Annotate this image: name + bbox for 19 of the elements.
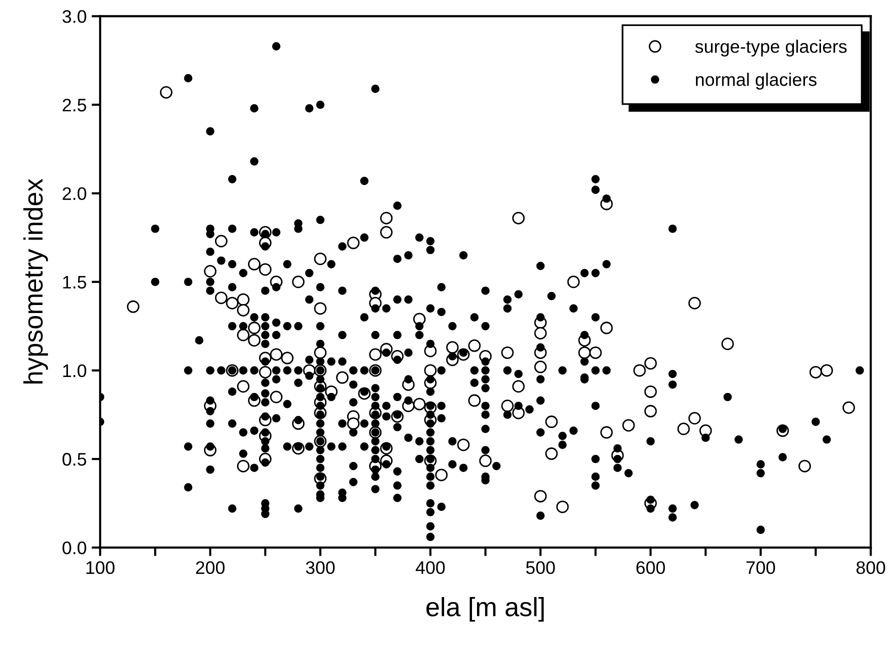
x-tick-label: 300 [306, 561, 335, 574]
y-tick-label: 0.5 [62, 452, 86, 466]
legend-label: normal glaciers [696, 72, 817, 90]
legend-label: surge-type glaciers [695, 40, 847, 57]
x-tick-label: 700 [746, 561, 776, 574]
y-tick-label: 1.5 [63, 276, 86, 289]
y-tick-label: 0.0 [62, 541, 86, 554]
x-tick-label: 400 [416, 561, 445, 574]
x-tick-label: 100 [86, 561, 114, 574]
x-axis-title: ela [m asl] [426, 597, 544, 622]
y-axis-title: hypsometry index [23, 178, 48, 384]
y-tick-label: 3.0 [62, 10, 86, 23]
y-tick-label: 1.0 [63, 364, 86, 378]
x-tick-label: 500 [526, 561, 555, 574]
x-tick-label: 600 [636, 561, 665, 574]
y-tick-label: 2.5 [62, 98, 86, 112]
x-tick-label: 200 [196, 561, 225, 574]
y-tick-label: 2.0 [62, 187, 86, 200]
x-tick-label: 800 [856, 561, 886, 574]
